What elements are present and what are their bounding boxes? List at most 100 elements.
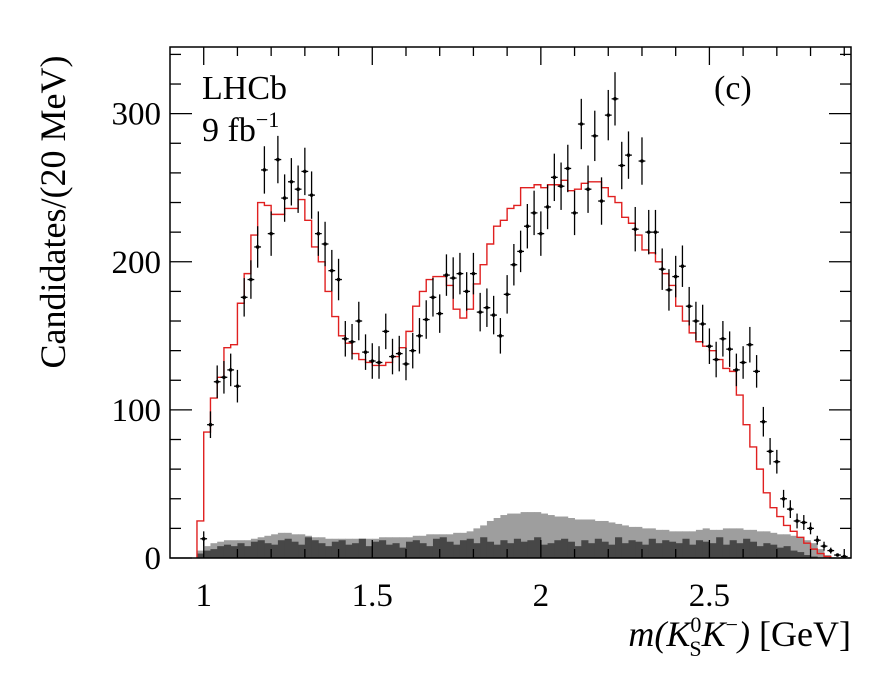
data-point: [355, 301, 363, 341]
background-light-bin: [797, 537, 805, 558]
y-axis-title: Candidates/(20 MeV): [33, 56, 73, 369]
background-dark-bin: [729, 540, 737, 558]
background-light-bin: [493, 518, 501, 558]
data-point: [368, 343, 376, 379]
background-dark-bin: [722, 544, 731, 558]
data-point: [739, 346, 747, 379]
data-point: [706, 328, 713, 364]
background-dark-bin: [311, 540, 319, 558]
background-light-bin: [520, 512, 528, 558]
data-point: [813, 535, 821, 545]
fit-line-group: [196, 179, 832, 558]
data-point: [692, 301, 700, 341]
background-dark-bin: [277, 540, 286, 558]
background-dark-bin: [466, 538, 474, 558]
background-light-bin: [722, 528, 731, 558]
data-point: [793, 513, 801, 529]
data-point: [712, 341, 720, 378]
background-dark-bin: [668, 541, 677, 558]
data-point: [213, 365, 221, 399]
data-point: [220, 361, 228, 394]
background-dark-bin: [797, 552, 805, 558]
background-dark-bin: [689, 544, 697, 558]
y-tick-label: 0: [145, 541, 162, 577]
background-dark-bin: [379, 540, 387, 558]
background-dark-bin: [702, 541, 710, 558]
data-point: [550, 153, 558, 202]
data-point: [807, 522, 814, 535]
background-dark-bin: [716, 537, 724, 558]
background-dark-bin: [372, 541, 380, 558]
x-title-k0: K: [665, 614, 692, 654]
background-dark-bin: [641, 544, 650, 558]
background-dark-bin: [567, 541, 575, 558]
data-point: [490, 295, 498, 335]
data-point: [537, 211, 545, 256]
x-title-kminus-super: −: [726, 612, 738, 637]
background-dark-bin: [432, 538, 441, 558]
data-point: [416, 318, 423, 354]
background-dark-bin: [291, 541, 299, 558]
luminosity-label: 9 fb−1: [202, 107, 279, 149]
background-dark-bin: [230, 546, 238, 558]
data-point: [517, 230, 524, 273]
data-point: [564, 144, 572, 193]
background-dark-bin: [217, 546, 225, 558]
data-point: [294, 165, 302, 213]
luminosity-exponent: −1: [256, 107, 279, 132]
background-dark-bin: [574, 546, 582, 558]
data-point: [341, 321, 349, 357]
data-point: [591, 110, 599, 162]
background-dark-bin: [318, 543, 326, 558]
data-point: [382, 313, 390, 350]
data-point: [672, 255, 680, 298]
background-dark-bin: [662, 540, 670, 558]
x-axis-title: m(K0 SK−) [GeV]: [628, 612, 851, 661]
background-dark-bin: [459, 540, 468, 558]
background-light-bin: [756, 531, 764, 558]
data-point: [780, 489, 787, 508]
data-point: [665, 269, 673, 311]
background-dark-bin: [749, 541, 758, 558]
x-title-unit: [GeV]: [750, 614, 851, 654]
data-point: [470, 252, 477, 295]
data-point: [571, 190, 578, 236]
data-point: [834, 553, 841, 557]
x-tick-label: 1: [195, 578, 212, 614]
tick-labels: 1 1.5 2 2.5 0 100 200 300: [112, 97, 731, 614]
background-dark-bin: [756, 546, 764, 558]
background-dark-bin: [675, 543, 683, 558]
background-light-bin: [790, 535, 798, 558]
background-dark-bin: [790, 550, 798, 558]
background-light-bin: [486, 520, 495, 558]
background-dark-bin: [594, 538, 602, 558]
background-dark-bin: [345, 544, 353, 558]
background-dark-bin: [561, 538, 569, 558]
data-point: [483, 288, 491, 327]
background-dark-bin: [223, 544, 232, 558]
background-light-bin: [561, 516, 569, 558]
data-point: [463, 272, 471, 311]
data-point: [348, 323, 356, 360]
data-point: [800, 515, 808, 530]
data-point: [733, 353, 740, 387]
data-point: [443, 254, 450, 296]
data-point: [645, 209, 653, 255]
background-light-bin: [534, 512, 542, 558]
background-dark-bin: [655, 543, 663, 558]
background-dark-bin: [763, 543, 771, 558]
background-dark-bin: [325, 546, 333, 558]
data-point: [759, 406, 767, 437]
x-title-k0-super: 0: [690, 612, 701, 637]
background-dark-bin: [770, 544, 778, 558]
background-dark-bin: [392, 543, 400, 558]
experiment-label: LHCb: [202, 70, 287, 107]
background-light-bin: [608, 522, 616, 558]
background-dark-bin: [210, 549, 218, 558]
background-dark-bin: [648, 538, 656, 558]
background-dark-bin: [352, 543, 360, 558]
background-light-bin: [554, 516, 562, 558]
x-tick-label: 2: [533, 578, 550, 614]
data-point: [254, 226, 262, 268]
background-light-bin: [500, 515, 508, 558]
